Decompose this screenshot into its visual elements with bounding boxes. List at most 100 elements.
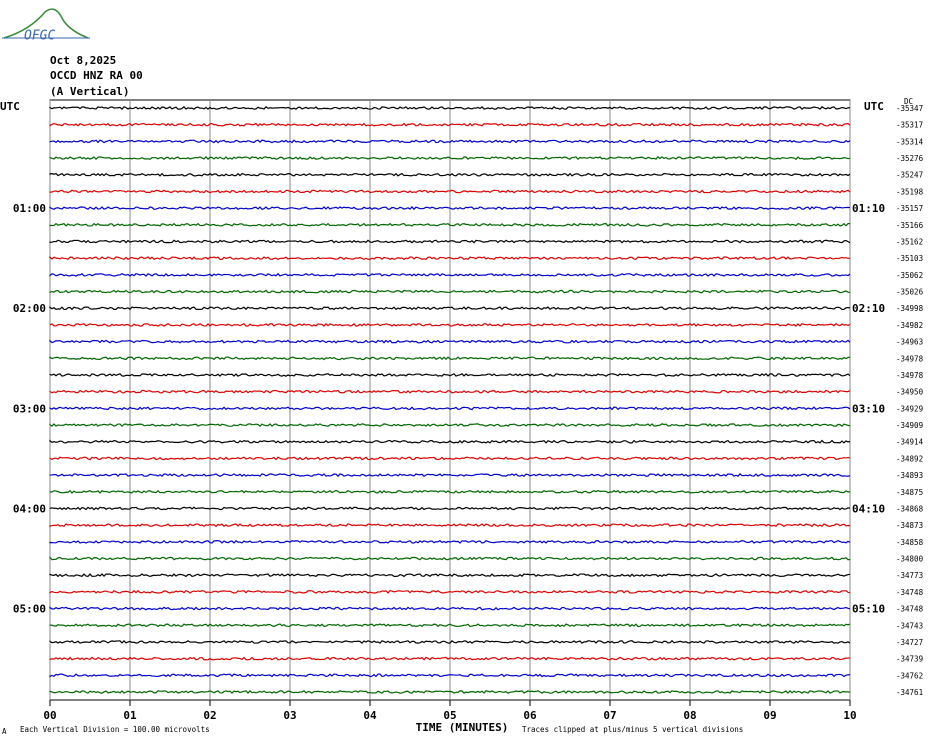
trace: [49, 523, 851, 528]
x-tick-label: 07: [603, 709, 616, 722]
offset-label: -34727: [896, 638, 923, 647]
offset-label: -35198: [896, 187, 924, 196]
trace: [49, 389, 851, 394]
trace: [49, 439, 851, 444]
offset-label: -34748: [896, 588, 924, 597]
offset-label: -34762: [896, 671, 923, 680]
right-hour-label: 04:10: [852, 502, 885, 515]
left-axis-title: UTC: [0, 100, 20, 113]
left-hour-label: 01:00: [13, 202, 46, 215]
x-tick-label: 05: [443, 709, 456, 722]
offset-label: -34982: [896, 321, 923, 330]
trace: [49, 139, 851, 144]
x-axis-title: TIME (MINUTES): [416, 721, 509, 734]
offset-label: -34893: [896, 471, 923, 480]
station: OCCD HNZ RA 00: [50, 69, 143, 82]
offset-label: -34800: [896, 555, 924, 564]
trace: [49, 172, 851, 177]
offset-label: -35157: [896, 204, 923, 213]
trace: [49, 289, 851, 294]
offset-label: -34743: [896, 621, 923, 630]
trace: [49, 122, 851, 127]
offset-label: -34978: [896, 371, 924, 380]
trace: [49, 156, 851, 161]
trace: [49, 639, 851, 644]
left-hour-label: 05:00: [13, 603, 46, 616]
x-tick-label: 03: [283, 709, 296, 722]
x-tick-label: 04: [363, 709, 377, 722]
right-hour-label: 01:10: [852, 202, 885, 215]
trace: [49, 373, 851, 378]
trace: [49, 656, 851, 661]
offset-label: -34761: [896, 688, 923, 697]
trace: [49, 456, 851, 461]
dc-label: DC: [904, 97, 913, 106]
date: Oct 8,2025: [50, 54, 116, 67]
trace: [49, 255, 851, 261]
trace: [49, 573, 851, 578]
left-hour-label: 04:00: [13, 502, 46, 515]
x-tick-label: 01: [123, 709, 137, 722]
trace: [49, 589, 851, 594]
left-hour-label: 03:00: [13, 402, 46, 415]
offset-label: -34929: [896, 404, 923, 413]
offset-label: -35317: [896, 121, 923, 130]
offset-label: -34963: [896, 338, 923, 347]
offset-label: -34978: [896, 354, 924, 363]
offset-label: -34773: [896, 571, 923, 580]
offset-label: -34739: [896, 655, 923, 664]
offset-label: -34748: [896, 605, 924, 614]
x-tick-label: 06: [523, 709, 537, 722]
trace: [49, 489, 851, 494]
trace: [49, 673, 851, 678]
offset-label: -35026: [896, 288, 924, 297]
trace: [49, 206, 851, 211]
left-hour-label: 02:00: [13, 302, 46, 315]
trace: [49, 222, 851, 227]
trace: [49, 322, 851, 327]
offset-label: -34909: [896, 421, 923, 430]
offset-label: -35347: [896, 104, 923, 113]
right-hour-label: 05:10: [852, 603, 885, 616]
trace: [49, 556, 851, 561]
offset-label: -34868: [896, 504, 924, 513]
trace: [49, 539, 851, 544]
trace: [49, 105, 851, 111]
trace: [49, 406, 851, 411]
trace: [49, 356, 851, 361]
trace: [49, 506, 851, 511]
logo-text: OFGC: [24, 29, 55, 44]
trace: [49, 189, 851, 194]
trace: [49, 473, 851, 478]
offset-label: -34858: [896, 538, 924, 547]
x-tick-label: 10: [843, 709, 856, 722]
corner-mark: A: [2, 727, 7, 736]
component: (A Vertical): [50, 85, 129, 98]
offset-label: -34892: [896, 454, 923, 463]
x-tick-label: 00: [43, 709, 56, 722]
x-tick-label: 09: [763, 709, 776, 722]
offset-label: -35162: [896, 237, 923, 246]
offset-label: -34875: [896, 488, 923, 497]
trace: [49, 272, 851, 277]
offset-label: -35166: [896, 221, 924, 230]
trace: [49, 423, 851, 428]
x-tick-label: 08: [683, 709, 696, 722]
right-hour-label: 03:10: [852, 402, 885, 415]
offset-label: -34873: [896, 521, 923, 530]
offset-label: -35276: [896, 154, 924, 163]
trace: [49, 306, 851, 311]
offset-label: -35103: [896, 254, 923, 263]
clip-note: Traces clipped at plus/minus 5 vertical …: [522, 725, 743, 734]
right-hour-label: 02:10: [852, 302, 885, 315]
offset-label: -34914: [896, 438, 924, 447]
logo-curve: [3, 8, 89, 39]
offset-label: -35314: [896, 137, 924, 146]
scale-note: Each Vertical Division = 100.00 microvol…: [20, 725, 210, 734]
offset-label: -35062: [896, 271, 923, 280]
offset-label: -35247: [896, 171, 923, 180]
right-axis-title: UTC: [864, 100, 884, 113]
trace: [49, 623, 851, 628]
trace: [49, 606, 851, 611]
